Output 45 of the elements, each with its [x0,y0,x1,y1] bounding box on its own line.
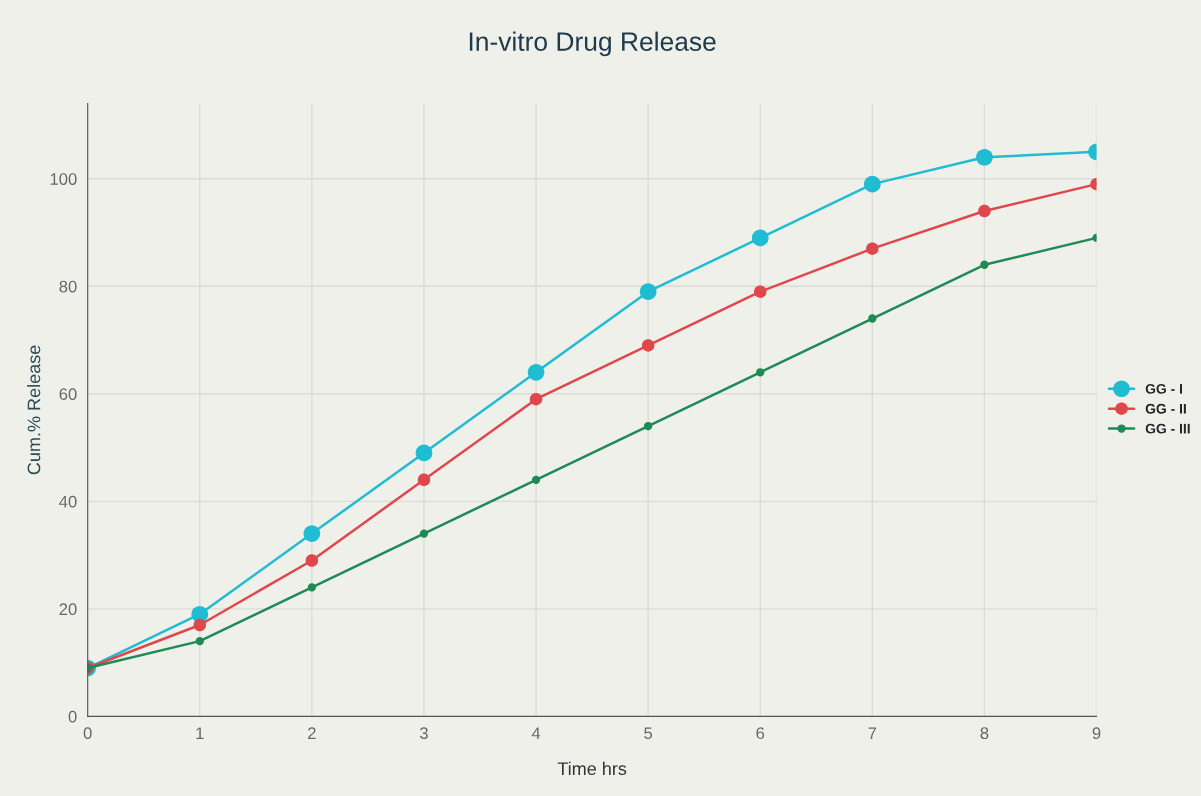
point [980,260,989,269]
x-tick-label: 8 [980,727,989,740]
point [868,314,877,323]
y-tick-label: 20 [59,603,77,616]
point [307,583,317,592]
y-tick-label: 100 [50,173,77,185]
legend-label: GG - II [1145,403,1186,414]
point [751,229,769,247]
x-tick-label: 5 [644,727,653,740]
point [415,444,433,462]
point [639,283,657,300]
point [303,525,321,542]
y-tick-label: 40 [59,495,77,508]
point [643,421,653,431]
x-tick-label: 1 [196,727,204,739]
x-axis-title: Time hrs [557,761,627,776]
chart-title: In-vitro Drug Release [469,31,716,57]
x-tick-label: 0 [83,727,92,740]
point [527,363,545,381]
point [641,339,655,352]
y-tick-label: 60 [59,388,77,401]
point [417,473,431,487]
legend-label: GG - III [1145,423,1190,434]
x-tick-label: 4 [531,727,541,739]
x-tick-label: 2 [308,727,316,739]
x-tick-label: 3 [419,727,428,740]
point [531,475,541,484]
point [753,285,767,298]
legend-label: GG - I [1145,383,1182,394]
point [978,204,991,218]
x-tick-label: 7 [868,727,877,739]
y-tick-label: 0 [68,710,77,723]
point [195,636,204,646]
point [305,554,319,567]
point [976,148,993,166]
point [756,368,765,377]
point [529,392,543,406]
point [863,175,881,193]
point [419,529,429,538]
y-axis-title: Cum.% Release [27,345,41,475]
x-tick-label: 9 [1092,727,1101,740]
point [866,242,879,255]
point [193,618,207,632]
x-tick-label: 6 [756,727,765,740]
y-tick-label: 80 [59,280,77,293]
